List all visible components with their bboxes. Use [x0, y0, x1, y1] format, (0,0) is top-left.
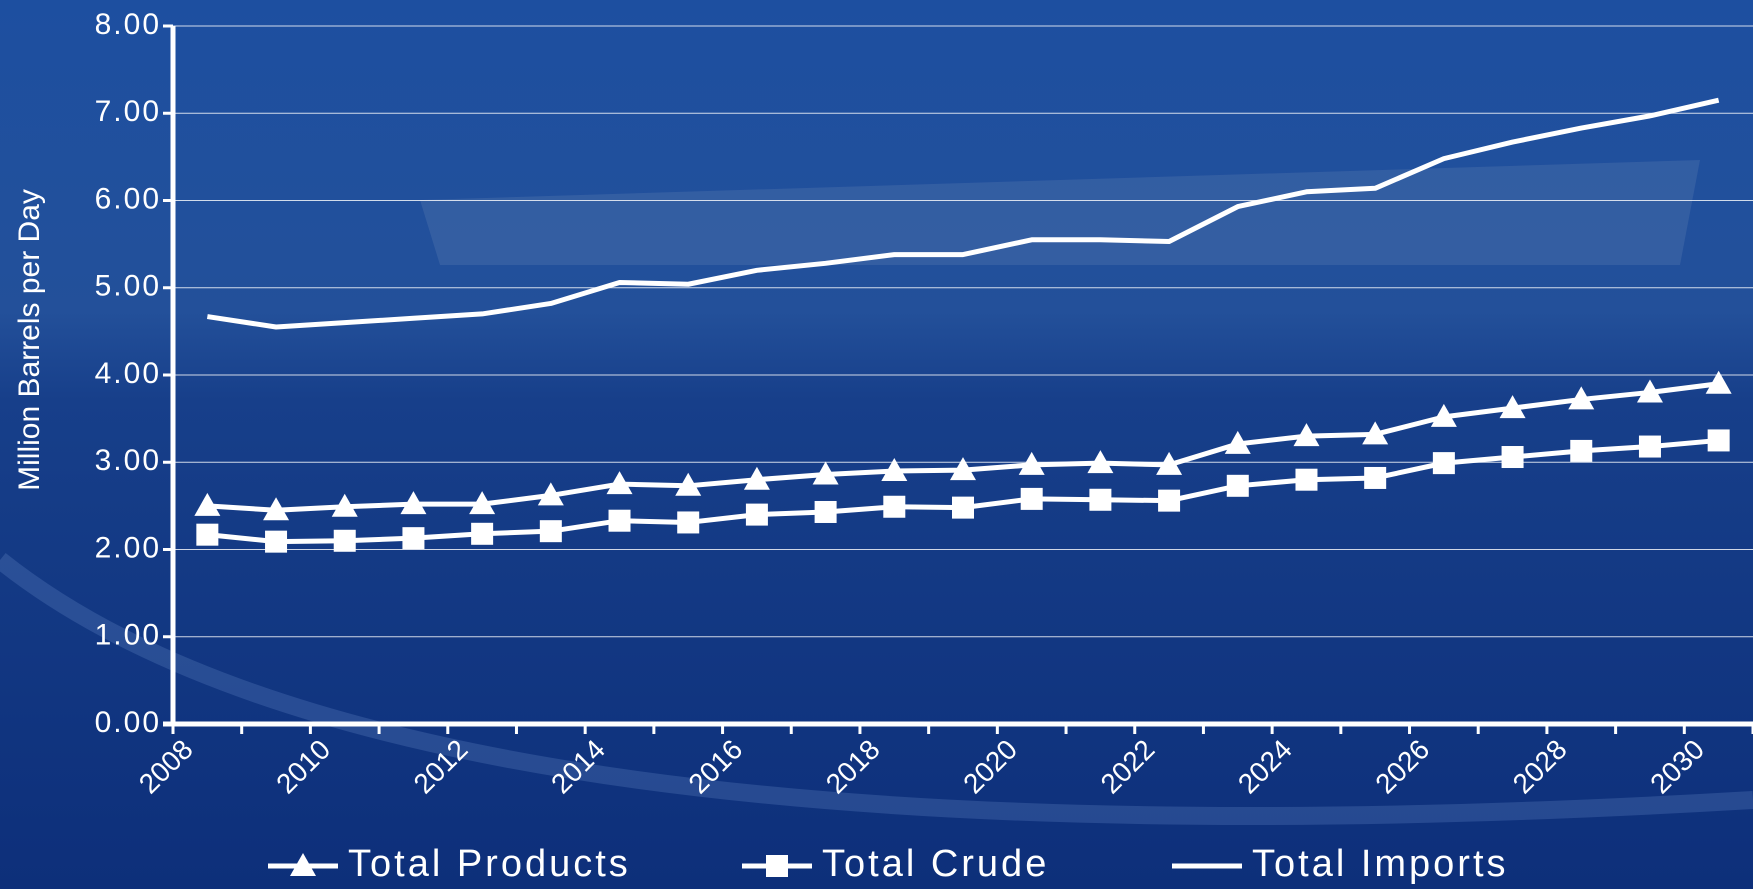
marker	[290, 853, 316, 876]
marker	[1570, 439, 1593, 462]
marker	[1224, 430, 1251, 454]
y-tick-label: 3.00	[95, 444, 161, 477]
marker	[1430, 403, 1457, 427]
y-tick-label: 0.00	[95, 706, 161, 739]
marker	[194, 492, 221, 516]
marker	[537, 482, 564, 506]
y-tick-label: 1.00	[95, 619, 161, 652]
marker	[196, 523, 219, 546]
legend-label: Total Imports	[1252, 843, 1509, 885]
marker	[1089, 488, 1112, 511]
marker	[400, 491, 427, 515]
y-tick-label: 5.00	[95, 270, 161, 303]
marker	[745, 503, 768, 526]
y-tick-label: 8.00	[95, 8, 161, 41]
marker	[539, 520, 562, 543]
marker	[331, 493, 358, 517]
marker	[1087, 450, 1114, 474]
marker	[766, 855, 788, 877]
marker	[1020, 487, 1043, 510]
marker	[265, 530, 288, 553]
marker	[1364, 466, 1387, 489]
marker	[743, 466, 770, 490]
marker	[1636, 379, 1663, 403]
marker	[1638, 435, 1661, 458]
marker	[1499, 395, 1526, 419]
y-tick-label: 6.00	[95, 182, 161, 215]
marker	[333, 529, 356, 552]
marker	[950, 457, 976, 481]
marker	[883, 495, 906, 518]
marker	[814, 500, 837, 523]
marker	[1018, 451, 1045, 475]
marker	[1432, 452, 1455, 475]
marker	[1158, 489, 1181, 512]
marker	[881, 457, 908, 481]
marker	[812, 461, 839, 485]
marker	[1293, 423, 1320, 447]
legend-label: Total Crude	[822, 843, 1049, 885]
decor-arc	[0, 552, 1753, 825]
marker	[1568, 386, 1595, 410]
y-axis-label: Million Barrels per Day	[13, 189, 46, 491]
marker	[1295, 468, 1318, 491]
y-tick-label: 2.00	[95, 531, 161, 564]
legend-label: Total Products	[348, 843, 631, 885]
marker	[469, 491, 496, 515]
marker	[1156, 451, 1183, 475]
series-line	[206, 97, 1720, 330]
marker	[402, 527, 425, 550]
marker	[1705, 370, 1732, 394]
marker	[1226, 474, 1249, 497]
marker	[608, 509, 631, 532]
marker	[1501, 446, 1524, 469]
marker	[606, 471, 633, 495]
y-tick-label: 7.00	[95, 95, 161, 128]
marker	[677, 511, 700, 534]
marker	[952, 496, 974, 519]
marker	[1362, 421, 1389, 445]
y-tick-label: 4.00	[95, 357, 161, 390]
marker	[471, 522, 494, 545]
marker	[1707, 429, 1730, 452]
marker	[263, 497, 290, 521]
marker	[675, 472, 702, 496]
